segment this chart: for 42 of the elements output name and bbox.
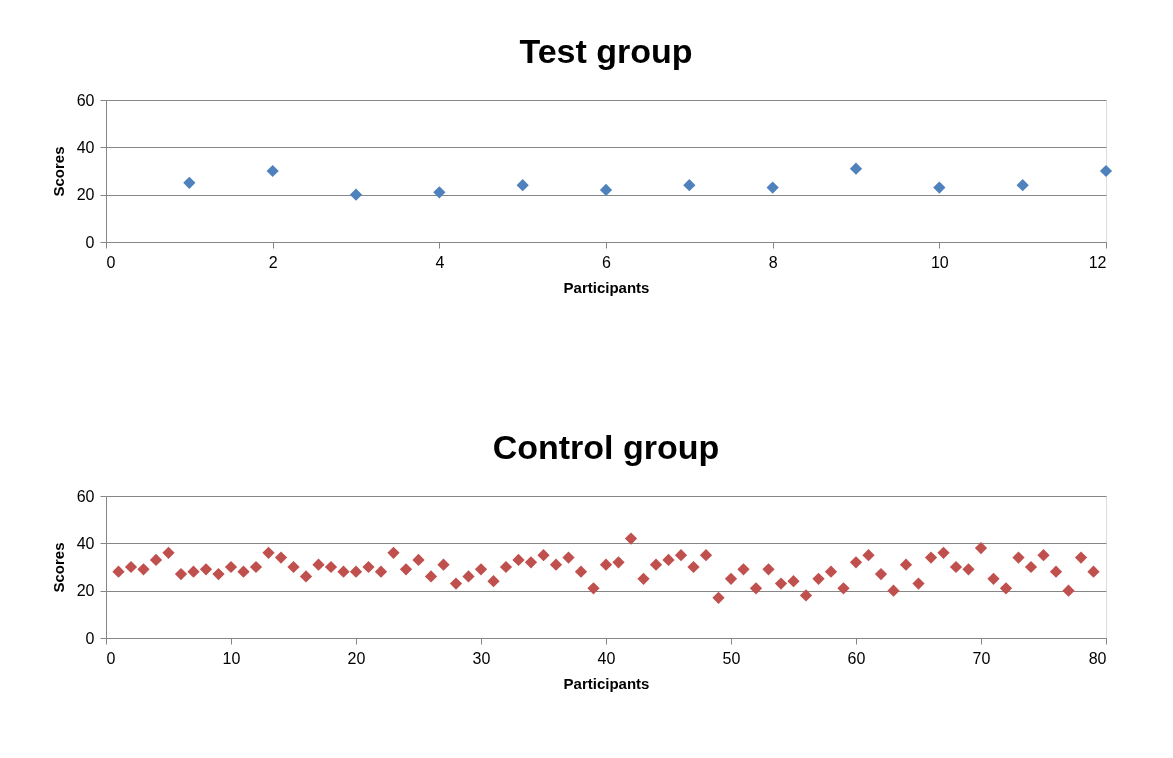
x-tick-label: 30 (472, 649, 491, 667)
point (349, 188, 363, 201)
chart-title: Test group (519, 32, 693, 70)
y-tick-label: 20 (76, 582, 95, 600)
x-axis-title: Participants (563, 278, 650, 296)
point (266, 164, 279, 178)
point (1099, 164, 1113, 178)
x-tick-label: 50 (722, 649, 741, 667)
x-tick-label: 70 (972, 649, 991, 667)
y-tick-label: 60 (76, 487, 95, 505)
x-tick-label: 4 (435, 253, 445, 271)
point (1016, 179, 1029, 192)
point (516, 179, 529, 192)
y-tick-label: 0 (85, 629, 95, 647)
point (849, 162, 863, 175)
x-tick-label: 20 (347, 649, 366, 667)
point (599, 183, 613, 197)
point (766, 181, 779, 194)
y-tick-label: 40 (76, 534, 95, 552)
y-tick-label: 60 (76, 91, 95, 109)
x-tick-label: 2 (268, 253, 278, 271)
x-axis-title: Participants (563, 674, 650, 692)
x-tick-label: 12 (1088, 253, 1107, 271)
x-tick-label: 0 (106, 253, 116, 271)
point (683, 179, 696, 192)
x-tick-label: 10 (930, 253, 949, 271)
point (433, 186, 446, 199)
x-tick-label: 6 (602, 253, 612, 271)
point (933, 181, 946, 194)
x-tick-label: 8 (768, 253, 778, 271)
x-tick-label: 0 (106, 649, 116, 667)
y-axis-title: Scores (49, 542, 67, 593)
y-tick-label: 20 (76, 186, 95, 204)
y-axis-title: Scores (49, 146, 67, 197)
x-tick-label: 60 (847, 649, 866, 667)
y-tick-label: 0 (85, 233, 95, 251)
x-tick-label: 10 (222, 649, 241, 667)
x-tick-label: 40 (597, 649, 616, 667)
y-tick-label: 40 (76, 138, 95, 156)
point (183, 176, 196, 189)
x-tick-label: 80 (1088, 649, 1107, 667)
chart-title: Control group (492, 428, 720, 466)
